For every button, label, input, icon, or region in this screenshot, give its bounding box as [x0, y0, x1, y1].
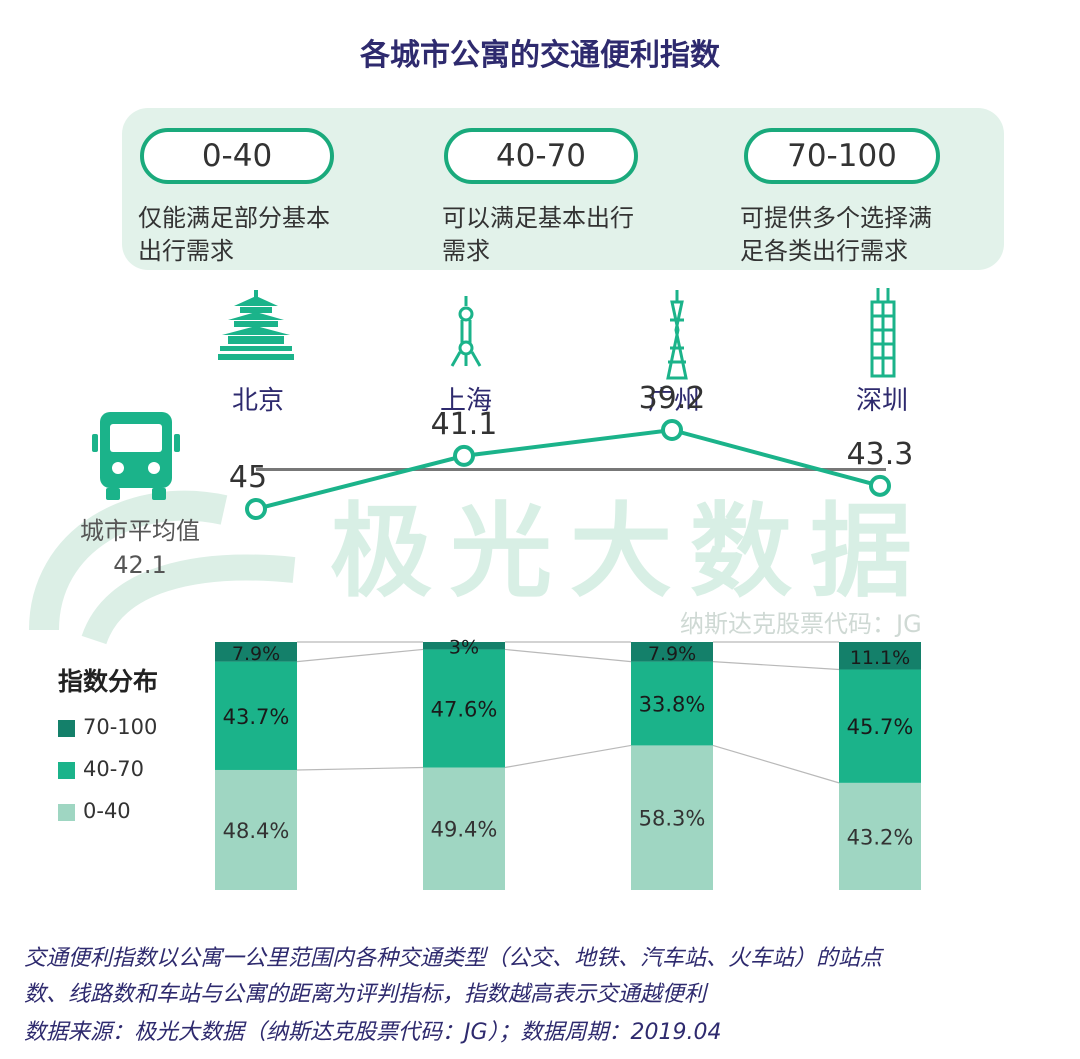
bar-segment-high — [423, 642, 505, 650]
bar-label-high: 11.1% — [850, 647, 910, 669]
average-label-text: 城市平均值 — [80, 517, 200, 545]
line-point — [869, 474, 891, 497]
range-pill-mid: 40-70 — [444, 128, 638, 184]
line-series-index — [255, 427, 881, 511]
bar-segment-mid — [631, 661, 713, 746]
oriental-pearl-tower-icon — [450, 296, 482, 367]
legend-label-low: 0-40 — [83, 799, 131, 823]
bar-connector-line — [712, 660, 840, 671]
bar-segment-low — [839, 782, 921, 890]
bar-connector-line — [504, 744, 632, 769]
line-value-label: 39.2 — [639, 381, 706, 416]
skyscraper-icon — [870, 288, 896, 378]
footnote-line1: 交通便利指数以公寓一公里范围内各种交通类型（公交、地铁、汽车站、火车站）的站点 — [24, 946, 883, 971]
range-desc-low-line1: 仅能满足部分基本 — [138, 204, 330, 232]
legend-item-low: 0-40 — [58, 800, 131, 822]
chart-title: 各城市公寓的交通便利指数 — [360, 38, 720, 73]
bar-segment-mid — [423, 649, 505, 768]
bar-label-mid: 45.7% — [847, 715, 914, 739]
range-desc-high: 可提供多个选择满 足各类出行需求 — [740, 202, 970, 268]
bar-label-mid: 33.8% — [639, 693, 706, 717]
bar-connector-line — [504, 648, 632, 663]
bar-segment-high — [839, 642, 921, 670]
bar-segment-high — [215, 642, 297, 662]
range-desc-low: 仅能满足部分基本 出行需求 — [138, 202, 368, 268]
bar-label-high: 7.9% — [648, 643, 696, 665]
bar-label-mid: 43.7% — [223, 705, 290, 729]
chart-canvas: 45 41.1 39.2 43.3 48.4% 43.7% 7.9% 49.4% 47.6% 3%… — [215, 381, 921, 890]
canton-tower-icon — [666, 290, 688, 380]
bar-label-high: 7.9% — [232, 643, 280, 665]
bar-label-low: 49.4% — [431, 818, 498, 842]
footnote-source: 数据来源：极光大数据（纳斯达克股票代码：JG）；数据周期：2019.04 — [24, 1020, 722, 1045]
bar-segment-mid — [215, 661, 297, 770]
range-desc-high-line1: 可提供多个选择满 — [740, 204, 932, 232]
line-value-label: 41.1 — [431, 407, 498, 442]
legend-label-mid: 40-70 — [83, 757, 145, 781]
range-desc-mid-line1: 可以满足基本出行 — [442, 204, 634, 232]
footnote-line2: 数、线路数和车站与公寓的距离为评判指标，指数越高表示交通越便利 — [24, 982, 707, 1007]
distribution-title: 指数分布 — [58, 667, 159, 696]
range-desc-mid-line2: 需求 — [442, 237, 490, 265]
legend-swatch-mid — [58, 761, 75, 779]
range-desc-low-line2: 出行需求 — [138, 237, 234, 265]
bar-connector-line — [296, 766, 424, 771]
legend-swatch-low — [58, 803, 75, 821]
bar-label-high: 3% — [449, 637, 479, 659]
bar-segment-high — [631, 642, 713, 662]
city-label-beijing: 北京 — [231, 386, 284, 416]
bar-label-mid: 47.6% — [431, 697, 498, 721]
range-pill-high: 70-100 — [744, 128, 940, 184]
bar-segment-low — [423, 767, 505, 890]
range-desc-mid: 可以满足基本出行 需求 — [442, 202, 672, 268]
bar-segment-low — [631, 745, 713, 890]
bar-segment-mid — [839, 669, 921, 783]
bus-icon — [92, 412, 180, 500]
line-point — [453, 444, 475, 467]
range-desc-high-line2: 足各类出行需求 — [740, 237, 908, 265]
line-point — [661, 419, 683, 441]
bar-label-low: 58.3% — [639, 807, 706, 831]
line-point — [245, 498, 267, 520]
city-label-shenzhen: 深圳 — [855, 386, 908, 416]
range-legend-panel: 0-40 40-70 70-100 仅能满足部分基本 出行需求 可以满足基本出行… — [122, 108, 1004, 270]
legend-label-high: 70-100 — [83, 715, 158, 739]
bar-segment-low — [215, 769, 297, 890]
legend-item-high: 70-100 — [58, 716, 157, 738]
legend-item-mid: 40-70 — [58, 758, 144, 780]
bar-label-low: 43.2% — [847, 825, 914, 849]
bar-connector-line — [712, 744, 840, 784]
legend-swatch-high — [58, 719, 75, 737]
bar-connector-line — [296, 648, 424, 663]
line-value-label: 45 — [229, 460, 267, 495]
range-pill-low: 0-40 — [140, 128, 334, 184]
watermark: 极光大数据 — [330, 493, 930, 612]
city-label-shanghai: 上海 — [439, 386, 492, 416]
bar-label-low: 48.4% — [223, 819, 290, 843]
temple-of-heaven-icon — [218, 290, 294, 360]
average-label: 城市平均值 42.1 — [60, 514, 220, 582]
average-value: 42.1 — [113, 551, 167, 579]
watermark-subtitle: 纳斯达克股票代码：JG — [680, 610, 922, 638]
line-value-label: 43.3 — [847, 437, 914, 472]
watermark-logo-icon — [29, 490, 296, 645]
city-label-guangzhou: 广州 — [647, 386, 700, 416]
